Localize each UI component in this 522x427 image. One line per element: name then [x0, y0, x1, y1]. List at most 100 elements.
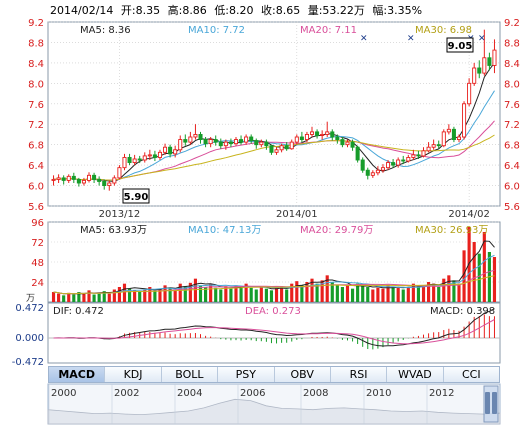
candle-body — [112, 177, 117, 184]
candle — [142, 152, 147, 163]
price-x-tick: 2014/01 — [276, 209, 318, 220]
event-marker[interactable]: ✕ — [478, 34, 486, 44]
price-tick-left: 7.6 — [28, 100, 44, 111]
quote-low: 低:8.20 — [214, 4, 254, 17]
candle-body — [188, 136, 193, 143]
candle-body — [107, 182, 112, 187]
volume-bar — [209, 284, 213, 302]
candle-body — [446, 128, 451, 133]
candle — [456, 134, 462, 143]
candle-body — [467, 82, 472, 105]
candle — [147, 149, 152, 160]
candle — [386, 160, 391, 171]
tab-cci[interactable]: CCI — [462, 368, 481, 381]
event-marker[interactable]: ✕ — [407, 34, 415, 44]
volume-bar — [366, 287, 370, 302]
volume-bar — [371, 289, 375, 302]
event-marker[interactable]: ✕ — [360, 34, 368, 44]
volume-bar — [183, 286, 187, 302]
volume-bar — [356, 283, 360, 302]
candle-body — [223, 141, 228, 147]
candle-body — [274, 149, 279, 153]
volume-bar — [224, 286, 228, 302]
volume-bar — [269, 290, 274, 302]
candle — [325, 121, 330, 137]
candle-body — [370, 172, 375, 176]
candle-body — [335, 136, 340, 141]
tab-boll[interactable]: BOLL — [162, 367, 219, 382]
candle — [163, 143, 168, 155]
tab-psy[interactable]: PSY — [218, 367, 275, 382]
price-tick-right: 6.8 — [504, 141, 520, 152]
candle-body — [102, 181, 107, 187]
candle — [249, 134, 254, 144]
price-tick-left: 8.4 — [28, 59, 44, 70]
candle-body — [81, 179, 86, 184]
candle-body — [71, 175, 76, 180]
tab-kdj[interactable]: KDJ — [105, 367, 162, 382]
tab-rsi[interactable]: RSI — [331, 367, 388, 382]
timeline-right-handle[interactable] — [492, 392, 497, 414]
candle-body — [56, 177, 61, 180]
candle-body — [86, 174, 92, 181]
price-tick-left: 9.2 — [28, 18, 44, 29]
tab-wvad[interactable]: WVAD — [387, 367, 444, 382]
volume-bar — [472, 242, 476, 302]
candle — [173, 145, 178, 158]
volume-bar — [214, 287, 218, 302]
volume-bar — [87, 290, 91, 302]
candle — [66, 174, 71, 183]
timeline-navigator[interactable]: 2000 2002 2004 2006 2008 2010 2012 — [47, 383, 501, 425]
price-tick-right: 8.8 — [504, 38, 520, 49]
volume-bar — [133, 290, 137, 302]
volume-bar — [193, 278, 198, 302]
candle — [107, 180, 112, 191]
volume-bar — [391, 287, 395, 302]
candle-body — [436, 144, 441, 147]
timeline-year-label: 2010 — [366, 388, 391, 399]
macd-legend-dea: DEA: 0.273 — [245, 306, 301, 317]
candle — [157, 149, 162, 160]
candle-body — [66, 175, 71, 181]
volume-bar — [295, 281, 299, 302]
volume-bar — [457, 283, 461, 302]
candle — [112, 175, 117, 186]
candle-body — [142, 155, 147, 161]
candle-body — [456, 136, 462, 141]
candle — [451, 126, 456, 143]
candle-body — [147, 154, 152, 157]
tab-macd[interactable]: MACD — [49, 367, 106, 382]
low-callout: 5.90 — [122, 188, 150, 204]
volume-bar — [82, 293, 86, 302]
legend-ma5: MA5: 8.36 — [80, 25, 131, 36]
timeline-left-handle[interactable] — [485, 392, 490, 414]
volume-bar — [467, 227, 471, 302]
candle — [264, 139, 269, 150]
candle-body — [365, 169, 370, 176]
volume-bar — [447, 275, 451, 302]
candle-body — [152, 154, 157, 158]
price-tick-left: 7.2 — [28, 120, 44, 131]
tab-obv[interactable]: OBV — [275, 367, 331, 382]
quote-close: 收:8.65 — [261, 4, 301, 17]
timeline-year-label: 2008 — [303, 388, 328, 399]
candle-body — [173, 149, 178, 155]
candle-body — [61, 177, 66, 181]
candle-body — [477, 67, 482, 74]
volume-bar — [376, 287, 380, 302]
volume-grid — [48, 221, 500, 283]
volume-bar — [158, 288, 162, 302]
candle-body — [406, 156, 411, 162]
volume-bar — [432, 283, 436, 302]
timeline-year-label: 2006 — [240, 388, 265, 399]
candle-body — [451, 128, 456, 141]
candle-body — [168, 146, 173, 155]
candle — [122, 153, 127, 171]
volume-bar — [310, 278, 314, 302]
volume-bar — [173, 289, 177, 302]
candle — [56, 174, 61, 183]
macd-legend-dif: DIF: 0.472 — [53, 306, 104, 317]
volume-bar — [401, 289, 405, 302]
high-callout: 9.05 — [446, 37, 474, 53]
candle — [97, 176, 102, 186]
